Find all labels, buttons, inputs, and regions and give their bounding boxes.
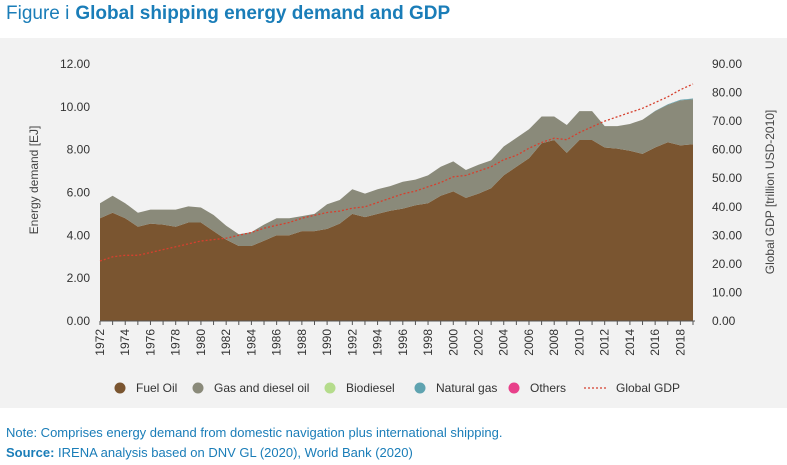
x-tick-label: 1988 — [295, 329, 309, 356]
chart-source: Source: IRENA analysis based on DNV GL (… — [6, 445, 413, 460]
x-tick-label: 2004 — [497, 329, 511, 356]
x-tick-label: 1986 — [270, 329, 284, 356]
y-right-tick-label: 0.00 — [712, 314, 736, 328]
legend-label-fuel-oil: Fuel Oil — [136, 381, 177, 395]
x-tick-label: 1990 — [320, 329, 334, 356]
y-right-tick-label: 70.00 — [712, 114, 742, 128]
legend-label-global-gdp: Global GDP — [616, 381, 680, 395]
y-right-tick-label: 30.00 — [712, 228, 742, 242]
axes: 0.00 2.00 4.00 6.00 8.00 10.00 12.00 0.00 10.00 2… — [60, 57, 742, 356]
source-text: IRENA analysis based on DNV GL (2020), W… — [54, 445, 413, 460]
x-tick-label: 2006 — [522, 329, 536, 356]
legend-label-biodiesel: Biodiesel — [346, 381, 395, 395]
legend-label-gas-and-diesel-oil: Gas and diesel oil — [214, 381, 309, 395]
legend-swatch-others — [508, 382, 520, 394]
stacked-areas — [100, 98, 693, 321]
source-label: Source: — [6, 445, 55, 460]
legend-swatch-gas-and-diesel-oil — [192, 382, 204, 394]
x-tick-label: 2018 — [673, 329, 687, 356]
x-tick-label: 2016 — [648, 329, 662, 356]
y-left-tick-label: 8.00 — [67, 143, 91, 157]
x-tick-label: 1972 — [93, 329, 107, 356]
y-right-tick-label: 80.00 — [712, 86, 742, 100]
y-left-tick-label: 2.00 — [67, 271, 91, 285]
y-right-tick-label: 60.00 — [712, 143, 742, 157]
area-fuel-oil — [100, 140, 693, 321]
x-tick-label: 2010 — [572, 329, 586, 356]
x-tick-label: 1998 — [421, 329, 435, 356]
y-left-axis-title: Energy demand [EJ] — [27, 126, 41, 235]
figure-title: Figure i Global shipping energy demand an… — [6, 3, 450, 25]
legend-swatch-fuel-oil — [114, 382, 126, 394]
x-tick-label: 1980 — [194, 329, 208, 356]
x-tick-label: 2000 — [446, 329, 460, 356]
x-tick-label: 1984 — [244, 329, 258, 356]
y-right-axis-title: Global GDP [trillion USD-2010] — [763, 110, 777, 275]
gdp-line-group — [99, 83, 694, 262]
legend-swatch-biodiesel — [324, 382, 336, 394]
x-tick-label: 2012 — [598, 329, 612, 356]
x-tick-label: 1992 — [345, 329, 359, 356]
x-tick-label: 1976 — [144, 329, 158, 356]
y-left-tick-label: 4.00 — [67, 228, 91, 242]
y-right-tick-label: 90.00 — [712, 57, 742, 71]
y-left-tick-label: 0.00 — [67, 314, 91, 328]
x-tick-label: 2008 — [547, 329, 561, 356]
legend-label-natural-gas: Natural gas — [436, 381, 497, 395]
x-tick-label: 2002 — [472, 329, 486, 356]
x-tick-label: 1974 — [118, 329, 132, 356]
legend-label-others: Others — [530, 381, 566, 395]
y-left-tick-label: 10.00 — [60, 100, 90, 114]
x-tick-label: 1994 — [371, 329, 385, 356]
y-right-tick-label: 20.00 — [712, 257, 742, 271]
figure-heading: Global shipping energy demand and GDP — [75, 3, 451, 24]
figure-number: Figure i — [6, 3, 70, 24]
chart-note: Note: Comprises energy demand from domes… — [6, 425, 503, 440]
x-tick-label: 1996 — [396, 329, 410, 356]
legend-swatch-natural-gas — [414, 382, 426, 394]
x-tick-label: 1982 — [219, 329, 233, 356]
y-right-tick-label: 50.00 — [712, 171, 742, 185]
legend: Fuel Oil Gas and diesel oil Biodiesel Natur… — [114, 381, 680, 395]
area-gas-and-diesel-oil — [100, 99, 693, 246]
line-global-gdp — [99, 83, 694, 262]
y-right-tick-label: 10.00 — [712, 285, 742, 299]
x-tick-label: 1978 — [169, 329, 183, 356]
y-left-tick-label: 12.00 — [60, 57, 90, 71]
y-right-tick-label: 40.00 — [712, 200, 742, 214]
x-tick-label: 2014 — [623, 329, 637, 356]
y-left-tick-label: 6.00 — [67, 186, 91, 200]
